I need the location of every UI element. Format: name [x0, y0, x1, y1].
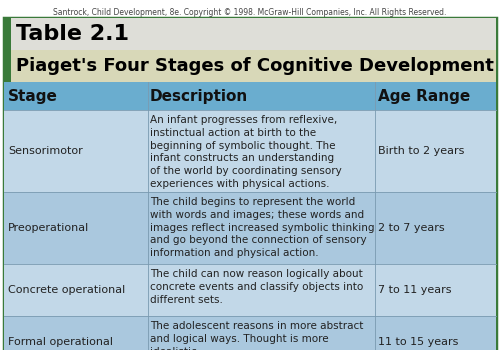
- Text: Formal operational: Formal operational: [8, 337, 113, 347]
- Text: Table 2.1: Table 2.1: [16, 24, 129, 44]
- Text: Piaget's Four Stages of Cognitive Development: Piaget's Four Stages of Cognitive Develo…: [16, 57, 494, 75]
- Bar: [4, 110, 496, 192]
- Text: Concrete operational: Concrete operational: [8, 285, 125, 295]
- Text: Birth to 2 years: Birth to 2 years: [378, 146, 464, 156]
- Text: Preoperational: Preoperational: [8, 223, 89, 233]
- Text: Santrock, Child Development, 8e. Copyright © 1998. McGraw-Hill Companies, Inc. A: Santrock, Child Development, 8e. Copyrig…: [54, 8, 446, 17]
- Text: The adolescent reasons in more abstract
and logical ways. Thought is more
ideali: The adolescent reasons in more abstract …: [150, 321, 364, 350]
- Text: 11 to 15 years: 11 to 15 years: [378, 337, 458, 347]
- Text: Description: Description: [150, 89, 248, 104]
- Bar: [4, 192, 496, 264]
- Text: An infant progresses from reflexive,
instinctual action at birth to the
beginnin: An infant progresses from reflexive, ins…: [150, 115, 342, 189]
- Bar: [4, 18, 496, 50]
- Text: The child begins to represent the world
with words and images; these words and
i: The child begins to represent the world …: [150, 197, 374, 258]
- Text: The child can now reason logically about
concrete events and classify objects in: The child can now reason logically about…: [150, 269, 363, 304]
- Bar: [4, 50, 11, 82]
- Bar: [4, 264, 496, 316]
- Text: Stage: Stage: [8, 89, 58, 104]
- Bar: [4, 18, 11, 50]
- Text: Age Range: Age Range: [378, 89, 470, 104]
- Bar: [4, 82, 496, 110]
- Bar: [4, 50, 496, 82]
- Text: 7 to 11 years: 7 to 11 years: [378, 285, 452, 295]
- Text: Sensorimotor: Sensorimotor: [8, 146, 83, 156]
- Text: 2 to 7 years: 2 to 7 years: [378, 223, 444, 233]
- Bar: [4, 316, 496, 350]
